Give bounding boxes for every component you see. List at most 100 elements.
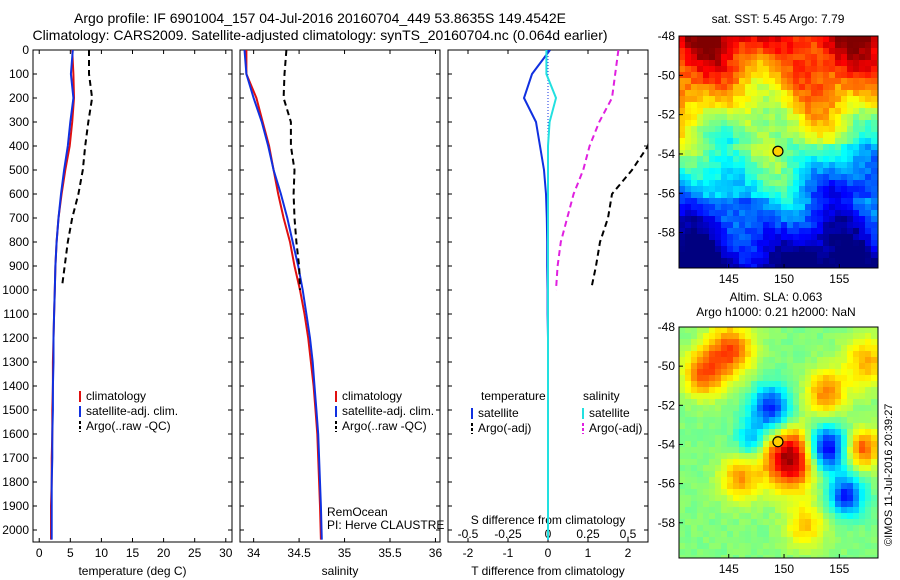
sla_map-cell xyxy=(865,459,872,466)
sla_map-cell xyxy=(811,531,818,538)
sst_map-cell xyxy=(853,114,860,121)
depth-tick-label: 500 xyxy=(9,163,29,177)
sla_map-cell xyxy=(823,429,830,436)
sla_map-cell xyxy=(787,477,794,484)
sla_map-cell xyxy=(817,537,824,544)
sst_map-cell xyxy=(817,180,824,187)
sst_map-cell xyxy=(709,48,716,55)
sst_map-cell xyxy=(679,48,686,55)
sla_map-cell xyxy=(769,417,776,424)
sst_map-cell xyxy=(811,174,818,181)
sla_map-cell xyxy=(793,363,800,370)
sla_map-cell xyxy=(715,417,722,424)
sst_map-cell xyxy=(871,54,878,61)
sst_map-cell xyxy=(823,168,830,175)
sla_map-cell xyxy=(757,429,764,436)
sst_map-cell xyxy=(715,168,722,175)
sst_map-cell xyxy=(721,186,728,193)
sst_map-cell xyxy=(691,180,698,187)
sla_map-cell xyxy=(733,399,740,406)
sst_map-cell xyxy=(703,240,710,247)
sla_map-cell xyxy=(781,417,788,424)
sst_map-cell xyxy=(823,162,830,169)
sla_map-cell xyxy=(715,495,722,502)
sst_map-cell xyxy=(859,198,866,205)
sla_map-cell xyxy=(745,375,752,382)
sla_map-cell xyxy=(685,363,692,370)
sla_map-cell xyxy=(859,471,866,478)
sst_map-cell xyxy=(817,96,824,103)
sst_map-cell xyxy=(727,216,734,223)
sla_map-cell xyxy=(847,357,854,364)
sla_map-cell xyxy=(691,357,698,364)
sst_map-cell xyxy=(775,48,782,55)
sla_map-cell xyxy=(697,447,704,454)
sla_map-cell xyxy=(853,363,860,370)
sla_map-cell xyxy=(751,501,758,508)
sla_map-cell xyxy=(787,501,794,508)
sla_map-cell xyxy=(679,351,686,358)
sla_map-cell xyxy=(679,489,686,496)
sst_map-cell xyxy=(721,126,728,133)
sla_map-cell xyxy=(733,345,740,352)
sla_map-cell xyxy=(685,423,692,430)
sla_map-cell xyxy=(823,495,830,502)
sst_map-cell xyxy=(805,120,812,127)
sst_map-cell xyxy=(733,240,740,247)
sla_map-cell xyxy=(739,465,746,472)
sst_map-cell xyxy=(685,246,692,253)
sst_map-cell xyxy=(853,162,860,169)
sst_map-cell xyxy=(679,234,686,241)
sst_map-cell xyxy=(823,240,830,247)
sst_map-cell xyxy=(769,42,776,49)
sst_map-cell xyxy=(799,36,806,43)
sst_map-cell xyxy=(799,222,806,229)
sst_map-cell xyxy=(823,252,830,259)
sst_map-cell xyxy=(685,36,692,43)
sla_map-cell xyxy=(751,333,758,340)
sst_map-cell xyxy=(763,174,770,181)
sst_map-cell xyxy=(709,144,716,151)
sla_map-cell xyxy=(775,387,782,394)
sla_map-cell xyxy=(817,453,824,460)
sla_map-cell xyxy=(769,405,776,412)
sst_map-argo-marker xyxy=(772,145,784,157)
sla_map-cell xyxy=(865,471,872,478)
sst_map-ytick-label: -56 xyxy=(658,186,676,200)
sst_map-cell xyxy=(763,66,770,73)
sst_map-cell xyxy=(733,84,740,91)
sla_map-cell xyxy=(823,387,830,394)
sla_map-cell xyxy=(841,345,848,352)
sla_map-cell xyxy=(787,405,794,412)
sla_map-cell xyxy=(721,477,728,484)
sla_map-cell xyxy=(685,453,692,460)
sla_map-cell xyxy=(739,333,746,340)
sla_map-cell xyxy=(871,339,878,346)
sst_map-cell xyxy=(703,54,710,61)
sla_map-cell xyxy=(679,483,686,490)
sst_map-cell xyxy=(829,210,836,217)
sla_map-cell xyxy=(805,441,812,448)
sla_map-cell xyxy=(817,531,824,538)
sla_map-cell xyxy=(739,471,746,478)
sst_map-cell xyxy=(697,234,704,241)
sst_map-cell xyxy=(703,174,710,181)
sst_map-cell xyxy=(787,258,794,265)
sla_map-cell xyxy=(745,507,752,514)
difference-legend-label: Argo(-adj) xyxy=(589,421,642,435)
sla_map-cell xyxy=(751,369,758,376)
sst_map-cell xyxy=(871,222,878,229)
sla_map-cell xyxy=(859,465,866,472)
sla_map-cell xyxy=(829,363,836,370)
sla_map-cell xyxy=(811,453,818,460)
sla_map-cell xyxy=(805,525,812,532)
sla_map-cell xyxy=(865,531,872,538)
sla_map-cell xyxy=(679,333,686,340)
sla_map-cell xyxy=(835,351,842,358)
sla_map-cell xyxy=(823,333,830,340)
sst_map-cell xyxy=(715,264,722,269)
sst_map-cell xyxy=(799,216,806,223)
temperature-xtick-label: 5 xyxy=(67,546,74,560)
sst_map-cell xyxy=(703,192,710,199)
sla_map-cell xyxy=(805,405,812,412)
